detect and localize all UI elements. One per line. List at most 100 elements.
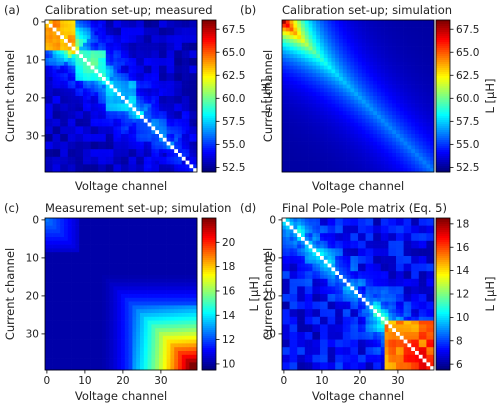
heatmap-cell [166, 46, 171, 51]
heatmap-cell [377, 69, 382, 74]
heatmap-cell [86, 122, 91, 127]
heatmap-cell [396, 84, 401, 89]
heatmap-cell [121, 305, 126, 310]
heatmap-cell [48, 267, 53, 272]
heatmap-cell [124, 126, 129, 131]
colorbar-segment [436, 44, 450, 47]
heatmap-cell [418, 23, 423, 28]
heatmap-cell [396, 137, 401, 142]
heatmap-cell [388, 115, 393, 120]
heatmap-cell [83, 351, 88, 356]
heatmap-cell [140, 358, 145, 363]
heatmap-cell [388, 50, 393, 55]
heatmap-cell [75, 73, 80, 78]
heatmap-cell [380, 99, 385, 104]
heatmap-cell [181, 145, 186, 150]
heatmap-cell [71, 218, 76, 223]
heatmap-cell [94, 290, 99, 295]
colorbar-segment [436, 148, 450, 151]
heatmap-cell [289, 69, 294, 74]
heatmap-cell [365, 134, 370, 139]
heatmap-cell [83, 168, 88, 173]
heatmap-cell [132, 221, 137, 226]
heatmap-cell [98, 282, 103, 287]
heatmap-cell [289, 111, 294, 116]
heatmap-cell [384, 145, 389, 150]
heatmap-cell [155, 263, 160, 268]
heatmap-cell [377, 111, 382, 116]
heatmap-cell [52, 229, 57, 234]
heatmap-cell [75, 50, 80, 55]
heatmap-cell [411, 58, 416, 63]
heatmap-cell [121, 362, 126, 367]
heatmap-cell [369, 58, 374, 63]
heatmap-cell [380, 27, 385, 32]
heatmap-cell [339, 160, 344, 165]
heatmap-cell [159, 122, 164, 127]
heatmap-cell [365, 137, 370, 142]
heatmap-cell [86, 39, 91, 44]
heatmap-cell [132, 84, 137, 89]
heatmap-cell [52, 92, 57, 97]
heatmap-cell [86, 218, 91, 223]
heatmap-cell [52, 42, 57, 47]
heatmap-cell [392, 149, 397, 154]
heatmap-cell [346, 145, 351, 150]
colorbar-tick-label: 60.0 [222, 93, 245, 105]
heatmap-cell [124, 240, 129, 245]
heatmap-cell [430, 42, 435, 47]
heatmap-cell [94, 362, 99, 367]
heatmap-cell [331, 141, 336, 146]
heatmap-cell [162, 240, 167, 245]
heatmap-cell [285, 111, 290, 116]
heatmap-cell [422, 39, 427, 44]
heatmap-cell [79, 256, 84, 261]
heatmap-cell [159, 294, 164, 299]
colorbar-segment [436, 154, 450, 157]
heatmap-cell [174, 316, 179, 321]
heatmap-cell [147, 313, 152, 318]
heatmap-cell [181, 137, 186, 142]
heatmap-cell [140, 240, 145, 245]
heatmap-cell [102, 160, 107, 165]
heatmap-cell [293, 111, 298, 116]
heatmap-cell [178, 168, 183, 173]
heatmap-cell [178, 88, 183, 93]
heatmap-cell [403, 107, 408, 112]
heatmap-cell [155, 218, 160, 223]
heatmap-cell [380, 31, 385, 36]
heatmap-cell [193, 335, 198, 340]
heatmap-cell [113, 65, 118, 70]
heatmap-cell [105, 290, 110, 295]
heatmap-cell [71, 42, 76, 47]
heatmap-cell [102, 309, 107, 314]
heatmap-cell [140, 305, 145, 310]
heatmap-cell [392, 111, 397, 116]
heatmap-cell [342, 92, 347, 97]
heatmap-cell [94, 354, 99, 359]
heatmap-cell [162, 335, 167, 340]
heatmap-cell [422, 145, 427, 150]
heatmap-cell [136, 301, 141, 306]
heatmap-cell [132, 271, 137, 276]
heatmap-cell [143, 141, 148, 146]
heatmap-cell [94, 130, 99, 135]
heatmap-cell [113, 275, 118, 280]
heatmap-cell [159, 96, 164, 101]
heatmap-cell [365, 42, 370, 47]
heatmap-cell [346, 141, 351, 146]
heatmap-cell [79, 35, 84, 40]
heatmap-cell [377, 27, 382, 32]
heatmap-cell [90, 134, 95, 139]
heatmap-cell [323, 61, 328, 66]
heatmap-cell [407, 61, 412, 66]
heatmap-cell [105, 263, 110, 268]
heatmap-cell [170, 335, 175, 340]
heatmap-cell [320, 35, 325, 40]
heatmap-cell [52, 218, 57, 223]
heatmap-cell [128, 339, 133, 344]
heatmap-cell [83, 92, 88, 97]
heatmap-cell [121, 240, 126, 245]
heatmap-cell [373, 137, 378, 142]
